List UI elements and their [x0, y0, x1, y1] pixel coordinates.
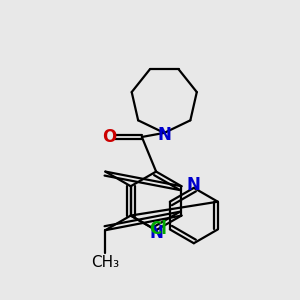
Text: O: O	[102, 128, 116, 146]
Text: N: N	[149, 224, 163, 242]
Text: CH₃: CH₃	[91, 255, 119, 270]
Text: N: N	[187, 176, 201, 194]
Text: N: N	[157, 125, 171, 143]
Text: Cl: Cl	[149, 220, 167, 238]
